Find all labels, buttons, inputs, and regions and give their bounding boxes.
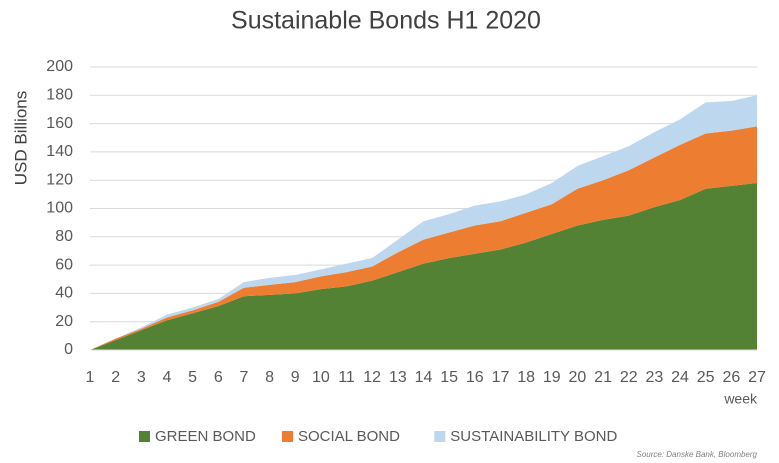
source-note: Source: Danske Bank, Bloomberg xyxy=(636,450,757,459)
x-tick-label: 16 xyxy=(466,369,484,386)
x-tick-label: 24 xyxy=(671,369,689,386)
chart-title: Sustainable Bonds H1 2020 xyxy=(231,7,541,35)
x-tick-label: 18 xyxy=(517,369,535,386)
y-axis-label: USD Billions xyxy=(11,91,30,185)
y-tick-label: 0 xyxy=(64,341,73,358)
legend-label: GREEN BOND xyxy=(155,428,256,445)
x-tick-label: 8 xyxy=(265,369,274,386)
y-tick-label: 20 xyxy=(55,313,73,330)
y-tick-label: 60 xyxy=(55,256,73,273)
x-tick-label: 27 xyxy=(748,369,766,386)
legend-label: SUSTAINABILITY BOND xyxy=(450,428,617,445)
x-tick-label: 26 xyxy=(722,369,740,386)
area xyxy=(90,126,757,351)
y-tick-label: 200 xyxy=(46,58,73,75)
x-tick-label: 15 xyxy=(440,369,458,386)
y-tick-label: 160 xyxy=(46,115,73,132)
x-tick-label: 21 xyxy=(594,369,612,386)
x-tick-label: 20 xyxy=(569,369,587,386)
x-tick-label: 3 xyxy=(137,369,146,386)
x-tick-label: 17 xyxy=(492,369,510,386)
x-tick-label: 11 xyxy=(338,369,355,386)
y-tick-label: 100 xyxy=(46,200,73,217)
x-tick-label: 7 xyxy=(239,369,248,386)
legend-swatch xyxy=(282,431,293,442)
x-tick-label: 10 xyxy=(312,369,330,386)
x-tick-label: 5 xyxy=(188,369,197,386)
y-tick-label: 80 xyxy=(55,228,73,245)
x-tick-label: 1 xyxy=(86,369,95,386)
x-axis-label: week xyxy=(723,391,758,407)
y-tick-label: 40 xyxy=(55,285,73,302)
x-tick-label: 12 xyxy=(363,369,381,386)
x-tick-label: 14 xyxy=(415,369,433,386)
y-tick-label: 120 xyxy=(46,171,73,188)
x-tick-label: 6 xyxy=(214,369,223,386)
area xyxy=(90,183,757,350)
x-tick-label: 13 xyxy=(389,369,407,386)
x-tick-label: 2 xyxy=(111,369,120,386)
x-tick-label: 9 xyxy=(291,369,300,386)
legend-swatch xyxy=(434,431,446,442)
legend-label: SOCIAL BOND xyxy=(298,428,400,445)
x-tick-label: 22 xyxy=(620,369,638,386)
legend-swatch xyxy=(139,431,150,442)
area xyxy=(90,95,757,350)
x-tick-label: 19 xyxy=(543,369,561,386)
x-tick-label: 25 xyxy=(697,369,715,386)
y-tick-label: 140 xyxy=(46,143,73,160)
x-tick-label: 4 xyxy=(163,369,172,386)
x-tick-label: 23 xyxy=(645,369,663,386)
y-tick-label: 180 xyxy=(46,87,73,104)
